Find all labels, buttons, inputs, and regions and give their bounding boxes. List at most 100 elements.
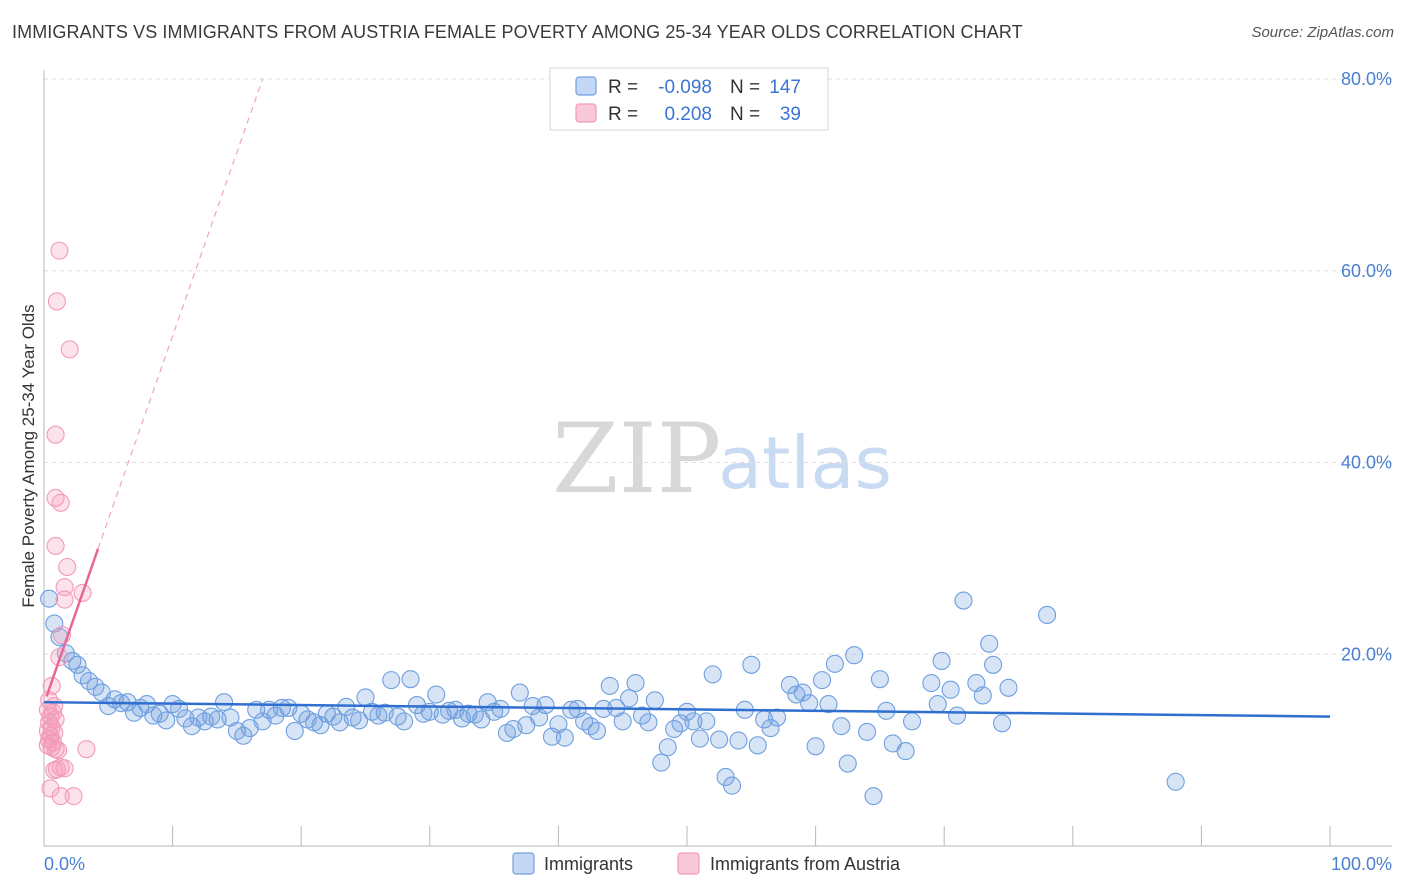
- y-tick-label-20: 20.0%: [1341, 644, 1392, 664]
- legend-swatch-austria: [575, 103, 597, 123]
- point-immigrants-49: [350, 711, 369, 730]
- point-immigrants-146: [1166, 772, 1185, 791]
- point-immigrants-43: [311, 716, 330, 735]
- point-immigrants-92: [626, 673, 645, 693]
- point-austria-0: [50, 241, 69, 260]
- bottom-legend-label-austria: Immigrants from Austria: [710, 854, 901, 874]
- point-immigrants-97: [658, 738, 677, 757]
- point-immigrants-123: [832, 717, 851, 736]
- bottom-legend-label-immigrants: Immigrants: [544, 854, 633, 874]
- point-austria-10: [55, 590, 74, 609]
- point-immigrants-88: [600, 676, 619, 695]
- point-immigrants-100: [677, 702, 697, 721]
- point-immigrants-142: [984, 655, 1003, 674]
- point-immigrants-81: [555, 728, 574, 747]
- point-immigrants-96: [652, 753, 671, 772]
- point-immigrants-137: [948, 706, 967, 725]
- y-tick-label-80: 80.0%: [1341, 69, 1392, 89]
- point-austria-8: [55, 578, 74, 597]
- legend-r-value-1: -0.098: [658, 77, 712, 98]
- x-tick-label-max: 100.0%: [1331, 854, 1392, 874]
- point-austria-6: [46, 536, 65, 555]
- point-austria-35: [47, 760, 66, 779]
- stats-legend: R = -0.098 N = 147 R = 0.208 N = 39: [549, 67, 829, 131]
- point-immigrants-95: [645, 691, 664, 710]
- point-immigrants-5: [68, 655, 87, 674]
- point-immigrants-120: [812, 671, 832, 690]
- point-immigrants-90: [613, 712, 632, 731]
- point-immigrants-134: [928, 695, 947, 714]
- point-immigrants-31: [234, 726, 253, 745]
- point-immigrants-128: [870, 670, 889, 689]
- point-immigrants-86: [587, 721, 607, 741]
- point-immigrants-19: [157, 711, 176, 730]
- point-immigrants-56: [395, 712, 414, 731]
- point-immigrants-71: [491, 699, 510, 718]
- bottom-legend-swatch-immigrants: [512, 852, 535, 875]
- point-immigrants-124: [838, 754, 857, 773]
- point-immigrants-116: [787, 685, 806, 704]
- point-austria-7: [58, 557, 77, 577]
- point-austria-1: [47, 292, 66, 311]
- y-axis-label: Female Poverty Among 25-34 Year Olds: [19, 304, 38, 607]
- point-immigrants-113: [761, 719, 780, 738]
- point-immigrants-18: [150, 704, 169, 723]
- chart-source: Source: ZipAtlas.com: [1251, 24, 1394, 41]
- point-immigrants-39: [285, 721, 304, 741]
- point-immigrants-28: [214, 693, 234, 712]
- point-immigrants-144: [999, 678, 1018, 697]
- series-austria: [38, 241, 96, 806]
- chart-title: IMMIGRANTS VS IMMIGRANTS FROM AUSTRIA FE…: [12, 22, 1023, 42]
- point-immigrants-78: [536, 696, 555, 715]
- point-immigrants-111: [748, 736, 767, 755]
- point-immigrants-105: [710, 730, 729, 749]
- point-immigrants-57: [401, 670, 420, 689]
- point-immigrants-143: [993, 714, 1012, 733]
- point-immigrants-22: [176, 709, 195, 728]
- point-immigrants-76: [523, 696, 542, 716]
- point-immigrants-91: [620, 689, 639, 708]
- point-immigrants-103: [697, 712, 716, 731]
- point-immigrants-140: [973, 686, 992, 705]
- legend-r-label-2: R =: [608, 104, 638, 125]
- trend-lines: [43, 78, 1331, 718]
- point-immigrants-47: [337, 697, 356, 717]
- legend-swatch-immigrants: [575, 76, 597, 96]
- point-immigrants-127: [864, 787, 883, 806]
- legend-n-value-2: 39: [780, 104, 801, 125]
- point-immigrants-136: [941, 680, 960, 699]
- point-immigrants-121: [819, 695, 838, 714]
- point-immigrants-94: [639, 713, 658, 732]
- trendline-austria-extension: [97, 78, 264, 549]
- point-immigrants-125: [845, 646, 864, 665]
- point-immigrants-108: [729, 731, 748, 750]
- point-immigrants-104: [703, 665, 722, 684]
- x-tick-label-min: 0.0%: [44, 854, 85, 874]
- series-legend: Immigrants Immigrants from Austria: [512, 852, 901, 875]
- point-immigrants-126: [857, 722, 877, 741]
- y-tick-label-60: 60.0%: [1341, 261, 1392, 281]
- legend-n-label-2: N =: [730, 104, 760, 125]
- point-austria-36: [51, 787, 70, 806]
- grid-lines: [44, 78, 1392, 655]
- point-immigrants-145: [1038, 605, 1057, 624]
- point-immigrants-107: [722, 776, 742, 795]
- point-austria-4: [46, 488, 65, 508]
- point-immigrants-54: [382, 671, 401, 690]
- point-immigrants-141: [980, 634, 999, 653]
- point-immigrants-74: [510, 683, 529, 702]
- legend-n-value-1: 147: [769, 77, 801, 98]
- trendline-immigrants: [43, 700, 1331, 718]
- legend-n-label-1: N =: [730, 77, 760, 98]
- point-immigrants-110: [742, 655, 761, 674]
- point-immigrants-93: [632, 706, 652, 725]
- point-immigrants-114: [767, 708, 787, 727]
- point-immigrants-101: [684, 712, 703, 731]
- point-immigrants-138: [954, 591, 973, 610]
- point-immigrants-0: [40, 589, 59, 608]
- point-immigrants-133: [922, 673, 941, 693]
- point-immigrants-61: [427, 685, 446, 704]
- watermark-zip: ZIP: [552, 403, 721, 515]
- point-immigrants-122: [825, 654, 844, 673]
